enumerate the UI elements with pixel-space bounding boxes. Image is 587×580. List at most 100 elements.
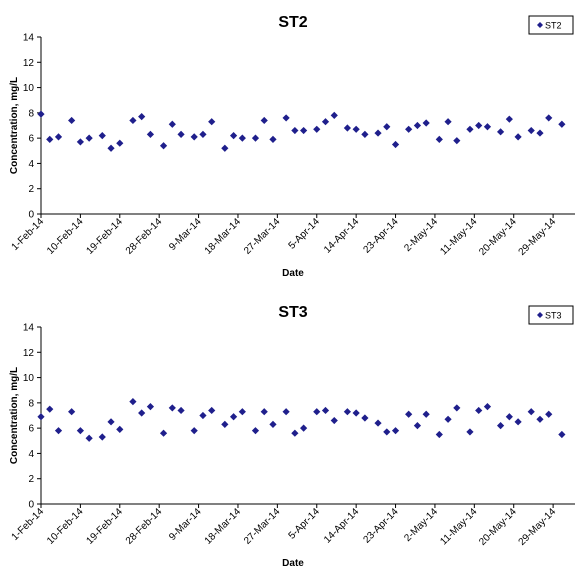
data-point: [300, 126, 308, 135]
data-point: [374, 419, 382, 427]
y-tick-label: 6: [28, 134, 34, 145]
data-point: [129, 397, 137, 406]
x-tick-label: 27-Mar-14: [242, 216, 283, 257]
y-tick-label: 14: [23, 323, 35, 334]
x-tick-label: 18-Mar-14: [203, 216, 244, 257]
data-point: [190, 133, 198, 141]
data-point: [391, 140, 400, 149]
x-tick-label: 23-Apr-14: [361, 216, 401, 256]
data-point: [383, 428, 391, 436]
legend-marker: [537, 22, 543, 28]
data-point: [505, 413, 513, 421]
x-tick-label: 19-Feb-14: [85, 506, 126, 547]
x-tick-label: 1-Feb-14: [10, 216, 47, 253]
data-point: [54, 133, 63, 141]
data-point: [536, 415, 544, 423]
data-point: [138, 409, 146, 417]
data-point: [313, 408, 321, 416]
data-point: [330, 416, 338, 425]
data-point: [177, 130, 185, 138]
data-point: [383, 123, 391, 131]
y-tick-label: 0: [28, 210, 34, 221]
x-tick-label: 29-May-14: [517, 506, 559, 548]
y-tick-label: 14: [23, 33, 35, 44]
data-point: [107, 144, 115, 152]
data-point: [98, 132, 106, 140]
chart-title: ST3: [278, 304, 307, 321]
data-point: [129, 116, 137, 125]
data-point: [291, 126, 299, 135]
x-tick-label: 28-Feb-14: [124, 506, 165, 547]
y-tick-label: 2: [28, 474, 34, 485]
data-point: [483, 403, 492, 411]
x-tick-label: 9-Mar-14: [167, 216, 204, 253]
y-axis-label: Concentration, mg/L: [9, 77, 20, 174]
data-point: [85, 434, 93, 442]
data-point: [453, 137, 461, 145]
legend-label: ST3: [545, 311, 562, 321]
y-tick-label: 4: [28, 449, 34, 460]
data-point: [361, 130, 369, 138]
data-point: [177, 406, 185, 415]
x-tick-label: 18-Mar-14: [203, 506, 244, 547]
legend-box: [528, 305, 574, 325]
data-point: [444, 118, 452, 126]
data-point: [466, 428, 474, 436]
y-tick-label: 12: [23, 58, 35, 69]
data-point: [199, 130, 207, 138]
data-point: [514, 133, 522, 141]
data-point: [159, 142, 168, 150]
x-tick-label: 19-Feb-14: [85, 216, 126, 257]
data-point: [361, 414, 369, 422]
data-point: [466, 125, 474, 133]
data-point: [313, 125, 321, 133]
data-point: [300, 424, 308, 432]
chart-st2: ST2 0 2 4 6 8 10 12 14 1-Feb-1410-Feb-1419-Feb-14…: [9, 14, 575, 279]
data-point: [116, 139, 124, 147]
data-point: [199, 411, 207, 420]
x-tick-label: 14-Apr-14: [322, 216, 362, 256]
data-point: [545, 114, 553, 122]
data-point: [352, 409, 360, 417]
data-point: [251, 134, 260, 142]
x-axis-label: Date: [282, 558, 304, 569]
data-point: [558, 120, 566, 128]
data-point: [405, 410, 413, 418]
data-point: [422, 119, 430, 127]
data-point: [435, 430, 443, 439]
chart-title: ST2: [278, 14, 307, 31]
x-tick-label: 23-Apr-14: [361, 506, 401, 546]
x-tick-label: 1-Feb-14: [10, 506, 47, 543]
legend: ST2: [528, 15, 574, 35]
legend-marker: [537, 312, 543, 318]
chart-panel-st3: ST3 0 2 4 6 8 10 12 14 1-Feb-14 10-Feb-14 19-Feb-14…: [0, 290, 587, 580]
data-point: [413, 121, 422, 130]
data-point: [221, 420, 229, 428]
data-point: [260, 116, 268, 125]
x-tick-label: 20-May-14: [477, 216, 519, 258]
data-point: [238, 134, 246, 142]
data-point: [229, 132, 238, 140]
data-point: [483, 123, 492, 131]
y-tick-label: 8: [28, 108, 34, 119]
data-point: [558, 430, 566, 439]
y-tick-label: 4: [28, 159, 34, 170]
data-point: [505, 115, 513, 123]
y-tick-label: 10: [23, 373, 35, 384]
data-point: [536, 129, 544, 137]
data-point: [37, 110, 45, 118]
data-point: [116, 425, 124, 434]
y-tick-label: 2: [28, 184, 34, 195]
data-point: [352, 125, 360, 133]
y-tick-label: 6: [28, 424, 34, 435]
x-tick-label: 10-Feb-14: [45, 216, 86, 257]
data-point: [343, 408, 351, 416]
data-point: [343, 124, 351, 132]
data-point: [269, 420, 277, 428]
x-tick-label: 28-Feb-14: [124, 216, 165, 257]
data-point: [321, 406, 330, 415]
data-point: [68, 116, 76, 125]
data-point: [374, 129, 382, 137]
chart-st3: ST3 0 2 4 6 8 10 12 14 1-Feb-1410-Feb-1419-Feb-14…: [9, 304, 575, 569]
data-point: [475, 121, 483, 130]
